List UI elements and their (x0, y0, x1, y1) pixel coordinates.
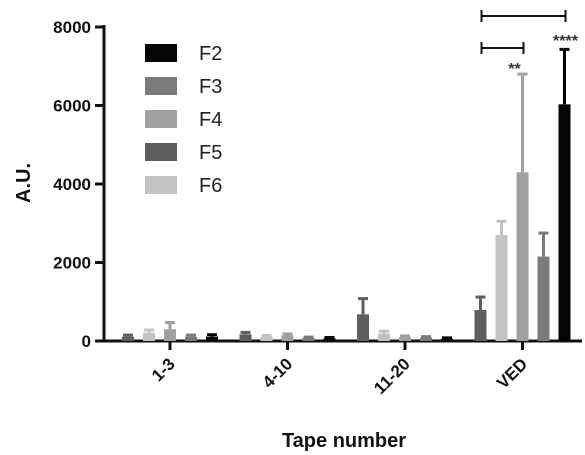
legend-label: F6 (199, 175, 222, 197)
significance-label: **** (553, 33, 579, 50)
bar-f5 (122, 336, 134, 341)
legend-swatch (145, 110, 177, 128)
y-axis-title: A.U. (13, 163, 35, 203)
bar-f4 (281, 335, 294, 341)
bar-f6 (260, 336, 273, 341)
legend-swatch (145, 77, 177, 95)
bar-f6 (378, 333, 390, 341)
significance-label: ** (508, 61, 521, 78)
y-tick-label: 8000 (53, 18, 91, 37)
legend-swatch (145, 143, 177, 161)
legend: F2 F3 F4 F5 F6 (145, 43, 222, 197)
bar-f6 (495, 235, 508, 341)
y-axis: 0 2000 4000 6000 8000 (53, 18, 106, 351)
x-axis: 1-3 4-10 11-20 VED (103, 339, 582, 398)
legend-label: F3 (199, 76, 222, 98)
bars (122, 104, 571, 341)
y-tick-label: 6000 (53, 97, 91, 116)
significance-annotations: ****** (480, 10, 579, 78)
legend-label: F2 (199, 43, 222, 65)
bar-f3 (302, 337, 315, 341)
y-tick-label: 0 (82, 332, 91, 351)
bar-f2 (441, 338, 453, 341)
bar-f5 (239, 334, 252, 341)
legend-swatch (145, 44, 177, 62)
bar-f5 (357, 314, 369, 341)
bar-f2 (206, 336, 218, 341)
legend-swatch (145, 176, 177, 194)
bar-f2 (558, 104, 571, 341)
x-tick-label: VED (493, 354, 531, 392)
bar-f4 (399, 337, 411, 341)
x-tick-label: 4-10 (259, 354, 296, 391)
bar-f4 (516, 172, 529, 341)
bar-f2 (323, 338, 336, 341)
error-bars (123, 47, 570, 340)
bar-f6 (143, 332, 155, 341)
x-tick-label: 11-20 (370, 354, 414, 398)
y-tick-label: 4000 (53, 175, 91, 194)
y-tick-label: 2000 (53, 254, 91, 273)
x-axis-title: Tape number (282, 430, 406, 452)
legend-label: F4 (199, 109, 222, 131)
bar-f5 (474, 309, 487, 341)
x-tick-label: 1-3 (148, 354, 179, 385)
bar-f3 (420, 337, 432, 341)
legend-label: F5 (199, 142, 222, 164)
bar-f3 (537, 256, 550, 341)
bar-f4 (164, 329, 176, 341)
bar-f3 (185, 336, 197, 341)
